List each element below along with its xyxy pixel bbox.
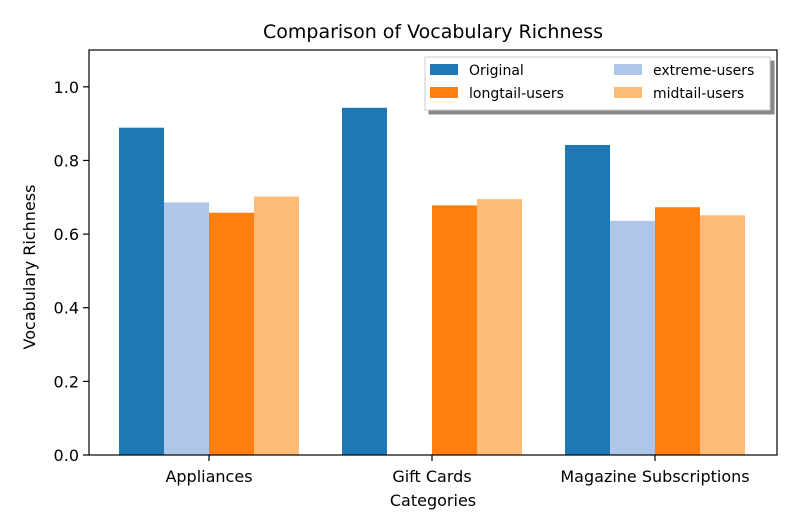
x-tick-label: Gift Cards <box>392 467 471 486</box>
legend-label-extreme-users: extreme-users <box>653 63 754 79</box>
y-tick-label: 0.4 <box>54 299 79 318</box>
y-tick-label: 0.8 <box>54 151 79 170</box>
bar-extreme-users-0 <box>164 202 209 455</box>
legend-label-original: Original <box>469 63 524 79</box>
x-tick-label: Magazine Subscriptions <box>560 467 749 486</box>
bar-longtail-users-2 <box>655 207 700 455</box>
chart-title: Comparison of Vocabulary Richness <box>263 21 603 43</box>
legend-swatch-extreme-users <box>614 64 642 75</box>
x-tick-label: Appliances <box>165 467 252 486</box>
bar-longtail-users-0 <box>209 212 254 455</box>
axes-group: 0.0 0.2 0.4 0.6 0.8 1.0 Appliances Gift Cards Ma… <box>54 49 778 486</box>
legend-swatch-midtail-users <box>614 87 642 98</box>
bar-original-2 <box>565 144 610 455</box>
y-tick-label: 0.6 <box>54 225 79 244</box>
bar-original-1 <box>342 107 387 456</box>
legend: Original extreme-users longtail-users midta… <box>424 56 771 111</box>
legend-swatch-longtail-users <box>430 87 458 98</box>
plot-frame <box>88 49 778 456</box>
y-tick-label: 0.0 <box>54 446 79 465</box>
y-tick-label: 0.2 <box>54 372 79 391</box>
y-axis-label: Vocabulary Richness <box>20 185 39 350</box>
bar-midtail-users-1 <box>477 199 522 455</box>
bar-original-0 <box>119 127 164 455</box>
bar-midtail-users-2 <box>700 215 745 455</box>
bar-extreme-users-2 <box>610 220 655 455</box>
y-tick-label: 1.0 <box>54 78 79 97</box>
legend-label-midtail-users: midtail-users <box>653 86 744 102</box>
bar-midtail-users-0 <box>254 196 299 455</box>
x-axis-label: Categories <box>390 491 476 510</box>
legend-swatch-original <box>430 64 458 75</box>
legend-label-longtail-users: longtail-users <box>469 86 564 102</box>
bars-group <box>119 107 745 456</box>
legend-box <box>424 56 771 111</box>
bar-longtail-users-1 <box>432 205 477 455</box>
